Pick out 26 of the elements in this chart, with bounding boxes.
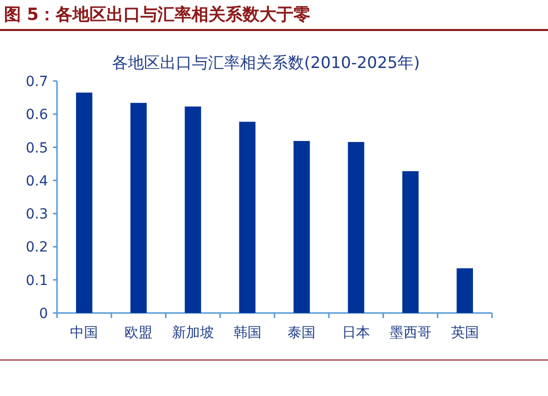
x-tick-label: 欧盟 bbox=[124, 325, 153, 341]
x-tick-label: 墨西哥 bbox=[389, 325, 432, 341]
y-tick-label: 0.5 bbox=[26, 140, 48, 156]
x-tick-label: 韩国 bbox=[233, 325, 262, 341]
x-tick-label: 日本 bbox=[342, 325, 370, 341]
y-tick-label: 0.6 bbox=[26, 107, 48, 124]
x-tick-label: 新加坡 bbox=[172, 325, 214, 341]
x-tick-label: 泰国 bbox=[288, 325, 316, 341]
bar bbox=[130, 102, 147, 313]
bar bbox=[294, 140, 310, 313]
bar bbox=[184, 106, 202, 313]
bar bbox=[402, 171, 419, 313]
y-tick-label: 0.3 bbox=[26, 206, 48, 223]
y-tick-label: 0.2 bbox=[26, 240, 48, 256]
chart-title: 图 5：各地区出口与汇率相关系数大于零 bbox=[4, 5, 311, 25]
bar bbox=[456, 268, 473, 313]
bar bbox=[348, 142, 364, 313]
y-tick-label: 0 bbox=[39, 306, 48, 322]
y-tick-label: 0.1 bbox=[26, 272, 48, 289]
bar bbox=[76, 92, 92, 313]
bar bbox=[239, 122, 256, 313]
x-tick-label: 中国 bbox=[70, 325, 98, 341]
x-tick-label: 英国 bbox=[450, 325, 479, 341]
chart-subtitle: 各地区出口与汇率相关系数(2010-2025年) bbox=[112, 53, 420, 72]
y-tick-label: 0.7 bbox=[26, 74, 48, 90]
y-tick-label: 0.4 bbox=[26, 173, 48, 190]
